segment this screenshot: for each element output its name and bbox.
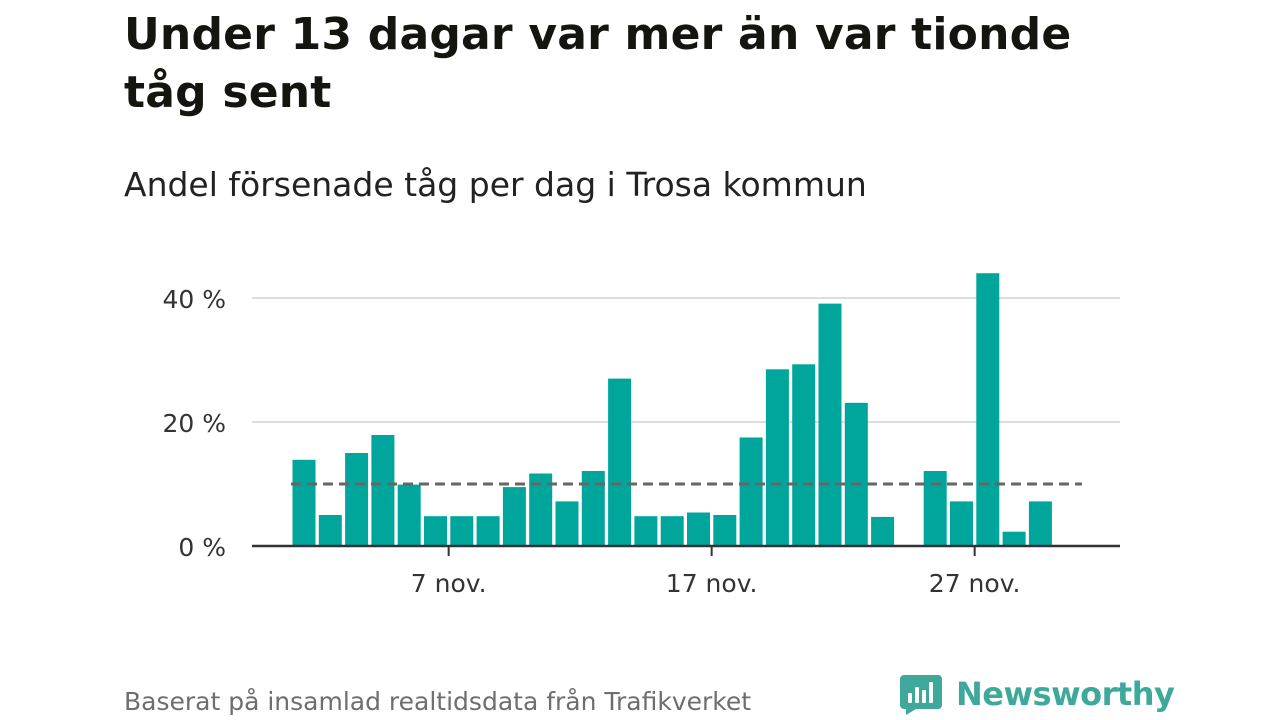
bar <box>318 515 342 546</box>
bars <box>292 273 1052 546</box>
bar <box>976 273 1000 546</box>
bar <box>1028 501 1052 546</box>
grid-lines <box>252 297 1120 423</box>
x-tick-label: 7 nov. <box>411 569 487 598</box>
newsworthy-logo-icon <box>900 675 942 715</box>
bar <box>818 303 842 546</box>
bar <box>923 471 947 546</box>
y-tick-label: 20 % <box>162 409 226 438</box>
bar <box>713 515 737 546</box>
bar <box>502 487 526 546</box>
bar <box>687 512 710 546</box>
bar <box>660 516 684 546</box>
bar <box>792 364 816 546</box>
bar <box>371 435 395 546</box>
y-tick-label: 40 % <box>162 285 226 314</box>
chart-title: Under 13 dagar var mer än var tionde tåg… <box>124 9 1072 118</box>
bar <box>345 453 369 546</box>
bar <box>529 473 553 546</box>
bar <box>608 378 632 546</box>
bar <box>871 516 895 546</box>
bar <box>450 516 474 546</box>
bar <box>397 484 421 546</box>
bar <box>844 402 868 546</box>
chart-subtitle: Andel försenade tåg per dag i Trosa komm… <box>124 165 867 204</box>
bar <box>765 369 789 546</box>
bar <box>950 501 973 546</box>
bar <box>634 516 658 546</box>
x-tick-label: 27 nov. <box>929 569 1021 598</box>
axes: 0 % 20 % 40 % 7 nov. 17 nov. 27 nov. <box>162 285 1120 598</box>
bar-chart: 0 % 20 % 40 % 7 nov. 17 nov. 27 nov. <box>162 273 1120 598</box>
source-note: Baserat på insamlad realtidsdata från Tr… <box>124 687 752 716</box>
bar <box>1002 531 1026 546</box>
brand-logo: Newsworthy <box>900 668 1175 720</box>
bar <box>424 516 447 546</box>
x-tick-label: 17 nov. <box>666 569 758 598</box>
bar <box>292 459 316 546</box>
y-tick-label: 0 % <box>178 533 226 562</box>
bar <box>555 501 579 546</box>
bar <box>581 471 605 546</box>
bar <box>476 516 500 546</box>
bar <box>739 437 763 546</box>
brand-name: Newsworthy <box>956 675 1175 713</box>
